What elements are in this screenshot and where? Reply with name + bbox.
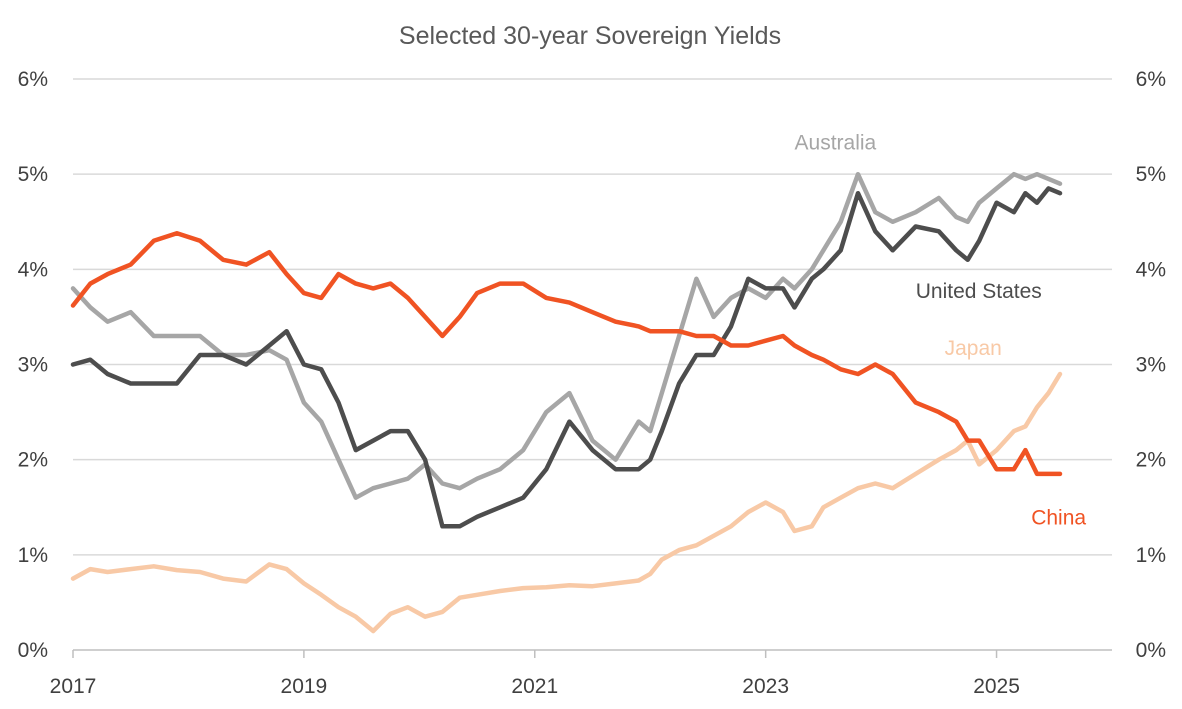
series-label-australia: Australia <box>795 131 877 154</box>
series-line-australia <box>70 171 1063 500</box>
x-tick-label: 2019 <box>281 675 328 698</box>
y-tick-label-left: 1% <box>18 544 48 567</box>
y-tick-label-right: 2% <box>1136 449 1166 472</box>
y-axis-right: 0% 1% 2% 3% 4% 5% 6% <box>1136 68 1166 662</box>
y-tick-label-right: 1% <box>1136 544 1166 567</box>
x-tick-label: 2017 <box>50 675 97 698</box>
y-tick-label-left: 2% <box>18 449 48 472</box>
series-line-japan <box>70 371 1063 634</box>
y-tick-label-right: 0% <box>1136 639 1166 662</box>
series-labels: Australia United States Japan China <box>795 131 1087 529</box>
x-tick-label: 2023 <box>742 675 789 698</box>
series-label-japan: Japan <box>945 337 1002 360</box>
y-tick-label-left: 5% <box>18 163 48 186</box>
series-label-china: China <box>1031 506 1086 529</box>
y-tick-label-left: 6% <box>18 68 48 91</box>
y-axis-left: 0% 1% 2% 3% 4% 5% 6% <box>18 68 48 662</box>
y-tick-label-left: 3% <box>18 354 48 377</box>
y-tick-label-right: 6% <box>1136 68 1166 91</box>
gridlines <box>73 78 1112 556</box>
series-line-united-states <box>70 186 1063 529</box>
y-tick-label-right: 4% <box>1136 258 1166 281</box>
y-tick-label-right: 5% <box>1136 163 1166 186</box>
y-tick-label-right: 3% <box>1136 354 1166 377</box>
y-tick-label-left: 0% <box>18 639 48 662</box>
series-group <box>70 171 1063 634</box>
x-tick-label: 2021 <box>511 675 558 698</box>
y-tick-label-left: 4% <box>18 258 48 281</box>
series-label-united-states: United States <box>916 280 1042 303</box>
chart-title: Selected 30-year Sovereign Yields <box>399 22 781 50</box>
x-tick-label: 2025 <box>973 675 1020 698</box>
x-axis: 2017 2019 2021 2023 2025 <box>50 649 1112 698</box>
series-line-china <box>70 230 1063 477</box>
